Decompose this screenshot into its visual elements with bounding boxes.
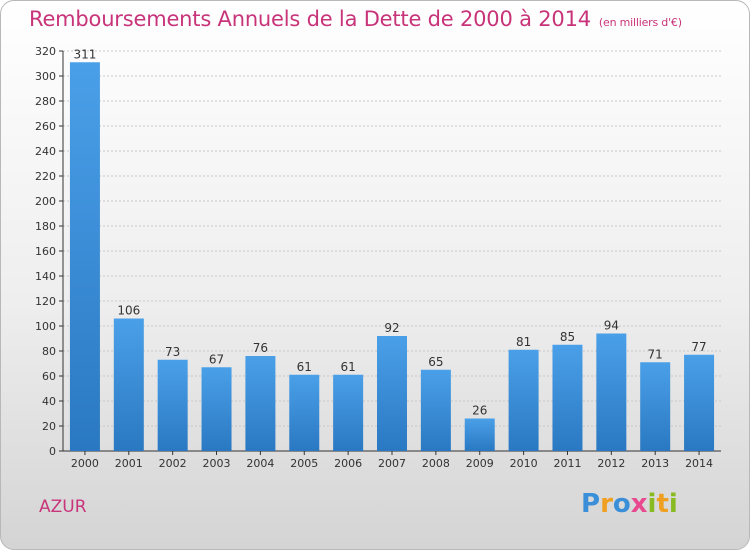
data-label: 26: [472, 404, 487, 418]
x-tick-label: 2010: [510, 457, 538, 470]
bars: [69, 62, 715, 451]
x-tick-label: 2001: [115, 457, 143, 470]
y-tick-label: 140: [35, 270, 56, 283]
x-tick-label: 2007: [378, 457, 406, 470]
bar: [333, 374, 364, 451]
bar: [420, 369, 451, 451]
y-tick-label: 60: [42, 370, 56, 383]
commune-name: AZUR: [39, 497, 87, 517]
data-label: 61: [297, 360, 312, 374]
data-label: 81: [516, 335, 531, 349]
x-tick-label: 2000: [71, 457, 99, 470]
x-tick-label: 2009: [466, 457, 494, 470]
bar: [464, 418, 495, 451]
bar: [596, 333, 627, 451]
x-tick-label: 2005: [290, 457, 318, 470]
x-tick-label: 2011: [553, 457, 581, 470]
proxiti-logo: Proxiti: [581, 489, 678, 519]
y-tick-label: 200: [35, 195, 56, 208]
y-tick-label: 100: [35, 320, 56, 333]
data-label: 67: [209, 352, 224, 366]
y-tick-label: 160: [35, 245, 56, 258]
y-tick-label: 220: [35, 170, 56, 183]
data-label: 76: [253, 341, 268, 355]
data-label: 311: [73, 47, 96, 61]
bar: [201, 367, 232, 451]
x-tick-label: 2013: [641, 457, 669, 470]
data-label: 94: [604, 319, 619, 333]
bar: [69, 62, 100, 451]
bar: [157, 359, 188, 451]
x-tick-label: 2006: [334, 457, 362, 470]
bar: [508, 349, 539, 451]
data-label: 73: [165, 345, 180, 359]
data-label: 61: [340, 360, 355, 374]
bar: [113, 318, 144, 451]
x-tick-label: 2002: [159, 457, 187, 470]
y-tick-label: 40: [42, 395, 56, 408]
bar: [289, 374, 320, 451]
y-tick-label: 300: [35, 70, 56, 83]
title-text: Remboursements Annuels de la Dette de 20…: [29, 7, 591, 31]
bar: [377, 336, 407, 451]
data-label: 92: [384, 321, 399, 335]
x-tick-label: 2012: [597, 457, 625, 470]
y-tick-label: 120: [35, 295, 56, 308]
y-tick-label: 280: [35, 95, 56, 108]
x-tick-label: 2004: [246, 457, 274, 470]
bar: [640, 362, 671, 451]
bar: [684, 354, 715, 451]
y-tick-label: 20: [42, 420, 56, 433]
y-tick-label: 240: [35, 145, 56, 158]
x-tick-label: 2014: [685, 457, 713, 470]
labels: 311 2000 106 2001 73 2002 67 2003 76 2004 61 2005 61…: [71, 47, 713, 470]
data-label: 106: [117, 304, 140, 318]
chart-subtitle: (en milliers d'€): [598, 16, 682, 29]
y-tick-label: 260: [35, 120, 56, 133]
y-tick-label: 80: [42, 345, 56, 358]
bar: [552, 344, 583, 451]
x-tick-label: 2003: [203, 457, 231, 470]
y-tick-label: 180: [35, 220, 56, 233]
bar: [245, 356, 276, 451]
data-label: 71: [648, 347, 663, 361]
data-label: 65: [428, 355, 443, 369]
y-tick-label: 320: [35, 45, 56, 58]
chart-title: Remboursements Annuels de la Dette de 20…: [29, 7, 682, 31]
data-label: 85: [560, 330, 575, 344]
x-tick-label: 2008: [422, 457, 450, 470]
y-tick-label: 0: [49, 445, 56, 458]
data-label: 77: [691, 340, 706, 354]
axes: 0 20 40 60 80 100 120 140 160 180 200 220 240 260 280 3…: [35, 45, 721, 458]
